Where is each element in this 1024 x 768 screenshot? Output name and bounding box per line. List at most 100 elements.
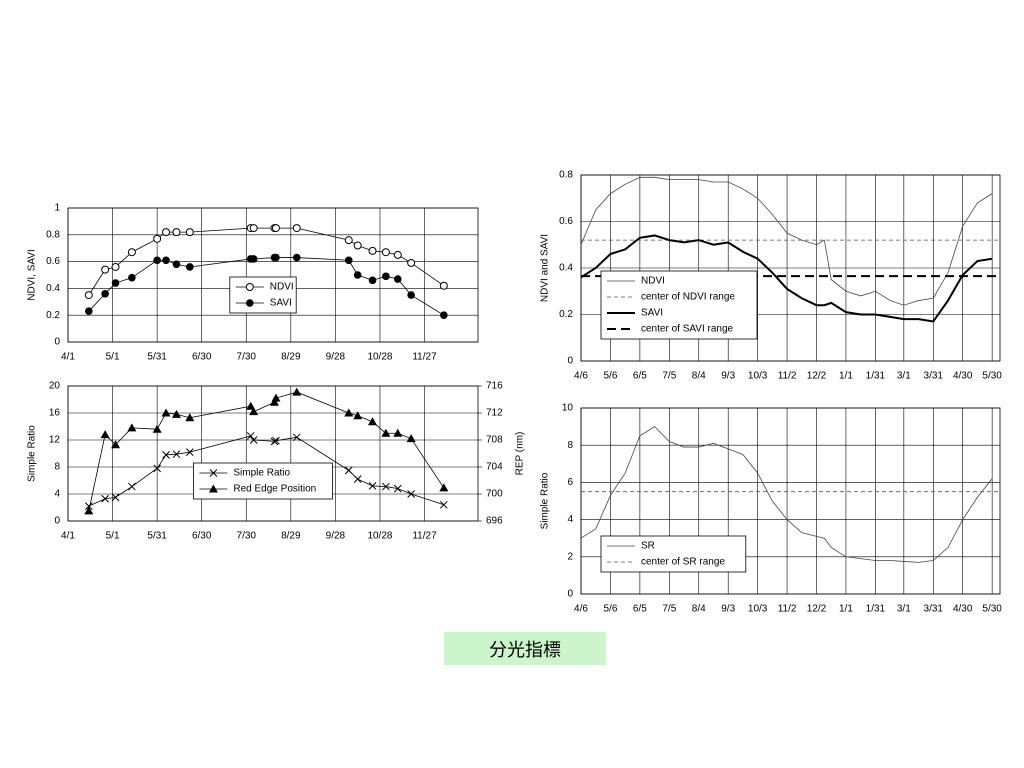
x-tick-label: 1/31 bbox=[866, 604, 886, 615]
x-tick-label: 5/1 bbox=[106, 352, 120, 363]
marker-shape bbox=[272, 253, 280, 262]
marker bbox=[162, 450, 170, 459]
y-axis-label: NDVI and SAVI bbox=[540, 234, 551, 302]
marker-shape bbox=[172, 228, 181, 237]
marker-shape bbox=[381, 428, 391, 437]
marker bbox=[171, 409, 181, 418]
marker bbox=[185, 228, 194, 237]
marker-shape bbox=[208, 484, 218, 493]
x-tick-label: 4/1 bbox=[61, 352, 75, 363]
y2-tick-label: 700 bbox=[486, 489, 503, 500]
legend-label: NDVI bbox=[641, 276, 665, 287]
x-tick-label: 6/30 bbox=[192, 352, 212, 363]
legend-box bbox=[229, 276, 297, 314]
marker bbox=[111, 279, 120, 287]
y-tick-label: 10 bbox=[562, 403, 574, 414]
marker bbox=[381, 428, 391, 437]
x-tick-label: 1/1 bbox=[839, 371, 853, 382]
marker bbox=[292, 253, 301, 262]
y-tick-label: 20 bbox=[49, 381, 61, 392]
x-tick-label: 4/6 bbox=[574, 371, 588, 382]
marker-shape bbox=[249, 255, 258, 263]
marker-shape bbox=[111, 262, 120, 271]
x-tick-label: 8/29 bbox=[281, 531, 301, 542]
x-tick-label: 12/2 bbox=[807, 371, 827, 382]
y-tick-label: 0.6 bbox=[46, 256, 60, 267]
marker bbox=[344, 466, 353, 475]
marker bbox=[153, 256, 161, 265]
marker bbox=[84, 291, 93, 300]
y-tick-label: 0.2 bbox=[559, 309, 573, 320]
legend-box bbox=[192, 462, 333, 500]
marker bbox=[439, 483, 449, 492]
y2-tick-label: 716 bbox=[486, 381, 503, 392]
marker-shape bbox=[381, 248, 390, 257]
marker-shape bbox=[100, 430, 110, 439]
marker-shape bbox=[128, 482, 136, 491]
marker bbox=[272, 253, 280, 262]
marker bbox=[152, 424, 162, 433]
marker-shape bbox=[153, 234, 162, 243]
x-tick-label: 1/31 bbox=[866, 371, 886, 382]
y-axis-label: Simple Ratio bbox=[27, 425, 38, 482]
marker-shape bbox=[368, 246, 377, 255]
marker bbox=[84, 307, 93, 315]
marker bbox=[272, 436, 280, 445]
marker bbox=[161, 408, 171, 417]
legend-box bbox=[600, 270, 758, 340]
legend-box bbox=[600, 535, 747, 573]
marker-shape bbox=[153, 256, 161, 265]
y-tick-label: 0.4 bbox=[46, 283, 60, 294]
x-tick-label: 11/2 bbox=[778, 604, 797, 615]
marker-shape bbox=[162, 256, 170, 265]
marker-shape bbox=[84, 502, 93, 511]
marker bbox=[172, 450, 181, 459]
y2-tick-label: 708 bbox=[486, 435, 503, 446]
marker-shape bbox=[368, 417, 378, 426]
marker bbox=[127, 423, 137, 432]
marker bbox=[101, 494, 109, 503]
marker-shape bbox=[162, 450, 170, 459]
x-tick-label: 12/2 bbox=[807, 604, 827, 615]
x-tick-label: 9/28 bbox=[326, 531, 346, 542]
marker bbox=[127, 248, 136, 257]
y-tick-label: 0.6 bbox=[559, 216, 573, 227]
marker bbox=[439, 500, 448, 509]
marker-shape bbox=[245, 283, 254, 291]
marker-shape bbox=[393, 250, 402, 259]
marker-shape bbox=[272, 436, 280, 445]
x-tick-label: 11/27 bbox=[412, 352, 437, 363]
marker bbox=[153, 234, 162, 243]
marker-shape bbox=[344, 236, 353, 245]
marker bbox=[368, 482, 377, 490]
legend-label: SAVI bbox=[641, 308, 663, 319]
marker bbox=[393, 428, 403, 437]
legend-label: center of SAVI range bbox=[641, 324, 734, 335]
x-tick-label: 5/6 bbox=[603, 371, 617, 382]
marker-shape bbox=[382, 272, 390, 281]
marker-shape bbox=[249, 407, 259, 416]
marker-shape bbox=[393, 428, 403, 437]
marker-shape bbox=[84, 307, 93, 315]
y-tick-label: 2 bbox=[567, 551, 573, 562]
x-tick-label: 6/5 bbox=[633, 604, 647, 615]
x-tick-label: 5/30 bbox=[982, 371, 1002, 382]
marker-shape bbox=[269, 397, 279, 406]
x-tick-label: 6/30 bbox=[192, 531, 212, 542]
y-axis-label: NDVI, SAVI bbox=[27, 249, 38, 301]
y-tick-label: 4 bbox=[567, 514, 573, 525]
series-line bbox=[88, 391, 445, 511]
marker-shape bbox=[440, 311, 448, 320]
x-tick-label: 8/4 bbox=[692, 604, 706, 615]
caption: 分光指標 bbox=[444, 632, 606, 665]
x-tick-label: 4/30 bbox=[953, 604, 973, 615]
marker bbox=[153, 464, 161, 473]
marker-shape bbox=[185, 413, 195, 422]
x-tick-label: 3/31 bbox=[924, 371, 944, 382]
x-tick-label: 9/28 bbox=[326, 352, 346, 363]
legend-label: NDVI bbox=[270, 282, 294, 293]
marker bbox=[111, 493, 120, 502]
marker bbox=[344, 256, 353, 265]
y-tick-label: 8 bbox=[567, 440, 573, 451]
marker-shape bbox=[172, 450, 181, 459]
